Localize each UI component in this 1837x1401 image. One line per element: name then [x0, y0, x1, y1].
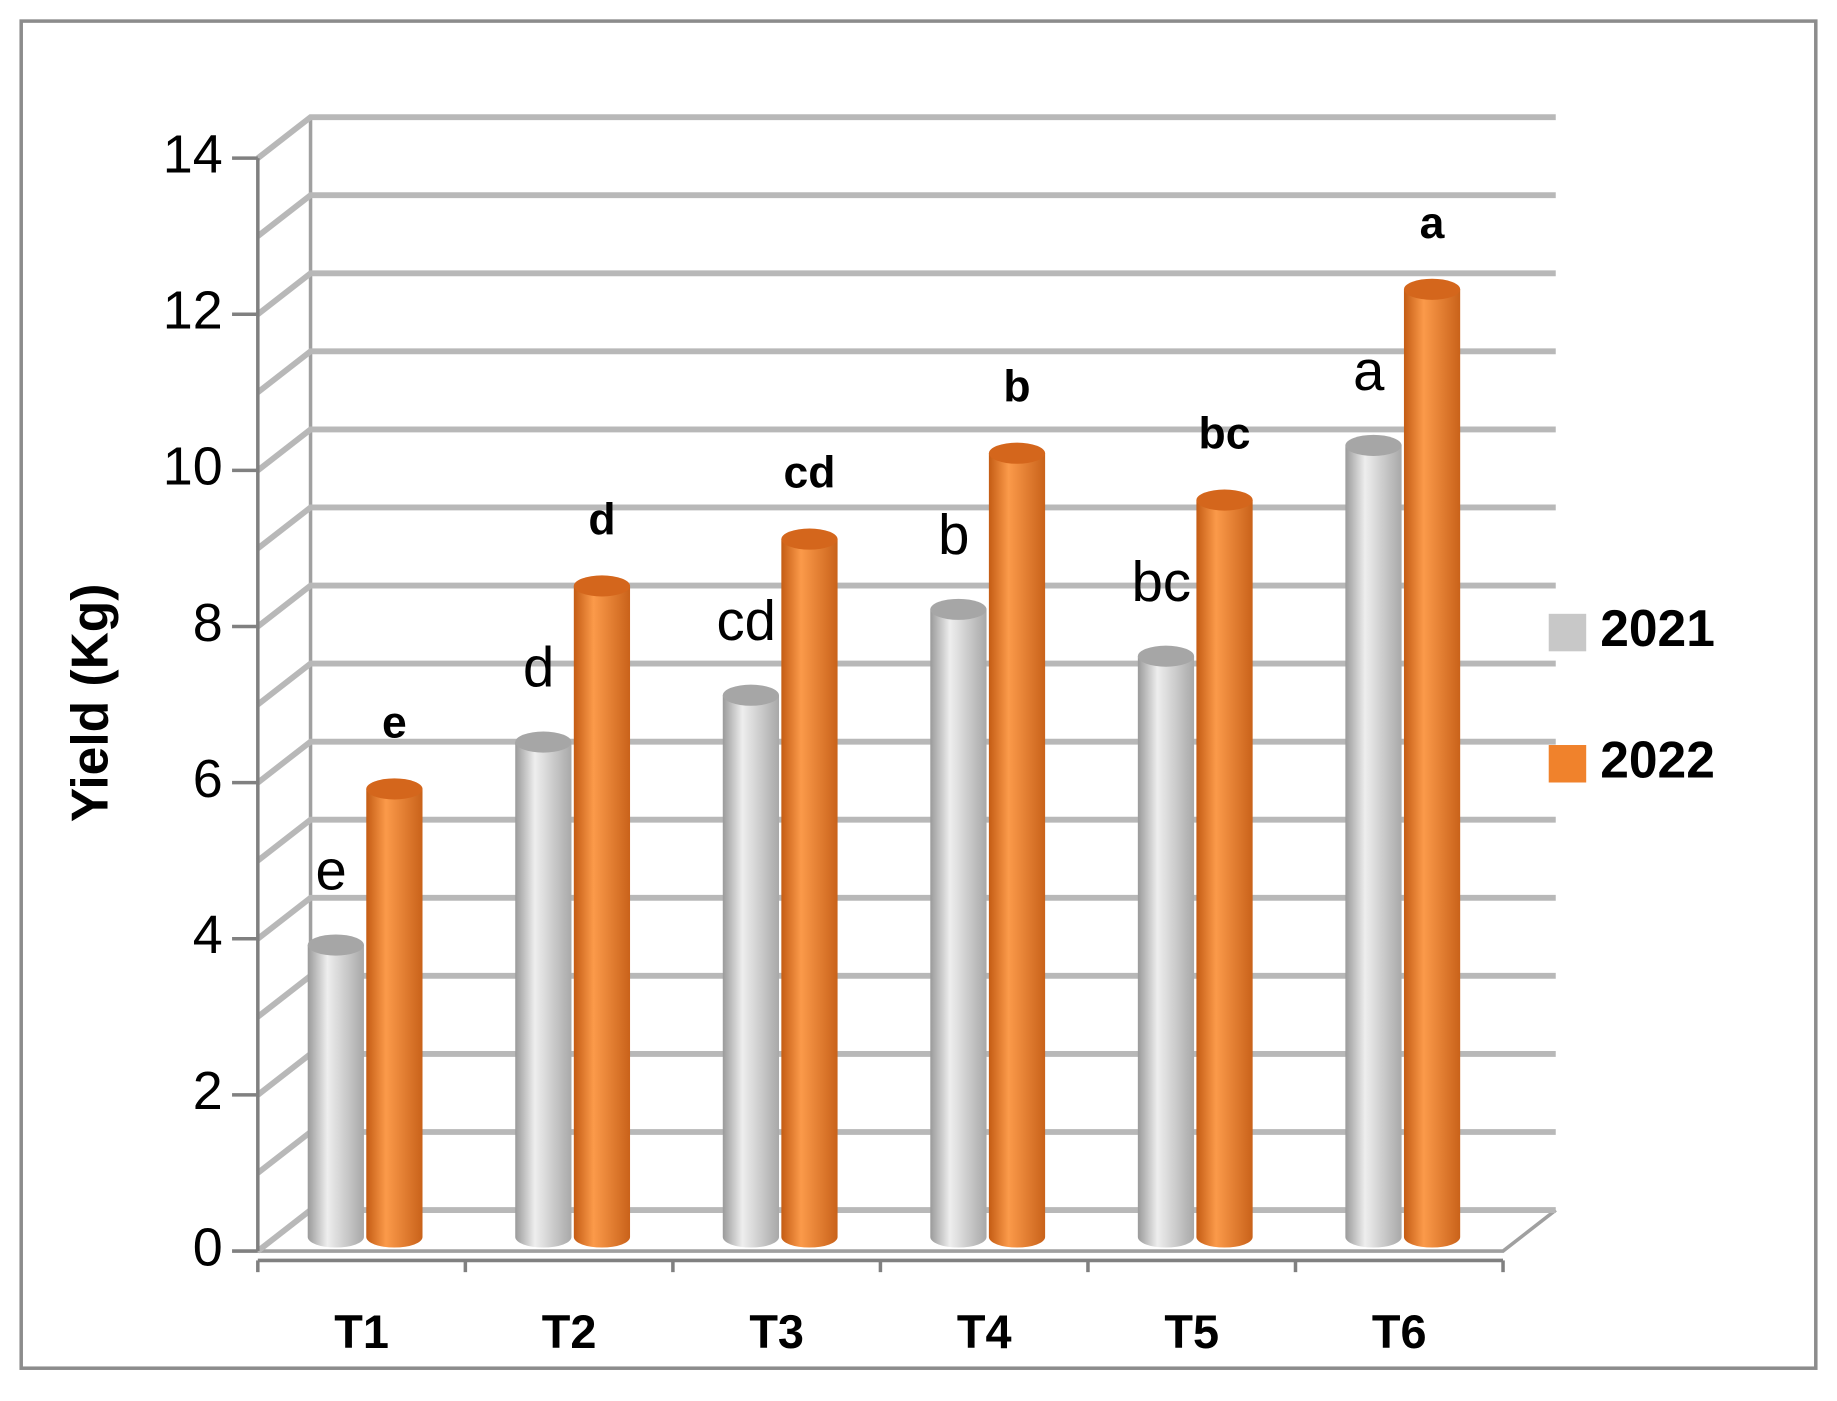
- bar: [515, 742, 572, 1248]
- legend-swatch: [1548, 613, 1587, 652]
- significance-letter: d: [523, 636, 554, 699]
- significance-letter: e: [382, 698, 407, 747]
- bar: [1196, 500, 1253, 1248]
- legend-label: 2021: [1600, 599, 1715, 657]
- bar-top: [988, 442, 1046, 464]
- minor-grid-line: [256, 348, 1556, 395]
- legend-label: 2022: [1600, 730, 1715, 788]
- significance-letter: a: [1420, 199, 1446, 248]
- bar: [988, 453, 1046, 1248]
- y-tick-label: 12: [163, 281, 223, 341]
- bar-top: [573, 575, 631, 597]
- bar-top: [1345, 434, 1402, 456]
- bar: [1137, 656, 1195, 1248]
- significance-letter: bc: [1132, 550, 1191, 613]
- bar-top: [1137, 645, 1195, 667]
- y-axis-title: Yield (Kg): [60, 584, 118, 823]
- x-tick-label: T6: [1372, 1306, 1427, 1358]
- bar-top: [307, 934, 364, 956]
- y-tick-label: 4: [193, 905, 223, 965]
- x-tick-label: T1: [334, 1306, 389, 1358]
- minor-grid-line: [256, 504, 1556, 551]
- significance-letter: d: [588, 495, 615, 544]
- grid-line: [256, 114, 1556, 161]
- y-tick-label: 14: [163, 124, 223, 184]
- bar-top: [366, 778, 423, 800]
- chart-border: [19, 19, 1818, 1370]
- bar-top: [722, 684, 780, 706]
- bar: [1345, 445, 1402, 1248]
- significance-letter: cd: [783, 449, 835, 498]
- y-tick-label: 0: [193, 1217, 223, 1277]
- x-tick-label: T4: [957, 1306, 1012, 1358]
- significance-letter: e: [315, 839, 346, 902]
- grid-line: [256, 426, 1556, 473]
- grid-line: [256, 270, 1556, 317]
- x-tick-label: T2: [542, 1306, 597, 1358]
- bar-top: [1196, 489, 1253, 511]
- significance-letter: a: [1353, 339, 1385, 402]
- minor-grid-line: [256, 192, 1556, 239]
- bar: [1403, 289, 1461, 1248]
- bar: [573, 585, 631, 1248]
- legend-swatch: [1548, 745, 1587, 783]
- significance-letter: b: [938, 503, 969, 566]
- bar: [930, 609, 987, 1248]
- bar-top: [781, 528, 838, 550]
- significance-letter: bc: [1199, 410, 1251, 459]
- grid-line: [256, 582, 1556, 629]
- bar: [781, 539, 838, 1248]
- bar: [722, 695, 780, 1248]
- x-tick-label: T5: [1164, 1306, 1219, 1358]
- bar-top: [515, 731, 572, 753]
- bar: [307, 945, 364, 1248]
- significance-letter: b: [1003, 363, 1030, 412]
- bar: [366, 788, 423, 1248]
- y-tick-label: 2: [193, 1061, 223, 1121]
- y-tick-label: 6: [193, 749, 223, 809]
- y-tick-label: 10: [163, 437, 223, 497]
- x-tick-label: T3: [749, 1306, 804, 1358]
- y-tick-label: 8: [193, 593, 223, 653]
- bar-top: [930, 598, 987, 620]
- significance-letter: cd: [717, 589, 776, 652]
- bar-top: [1403, 278, 1461, 300]
